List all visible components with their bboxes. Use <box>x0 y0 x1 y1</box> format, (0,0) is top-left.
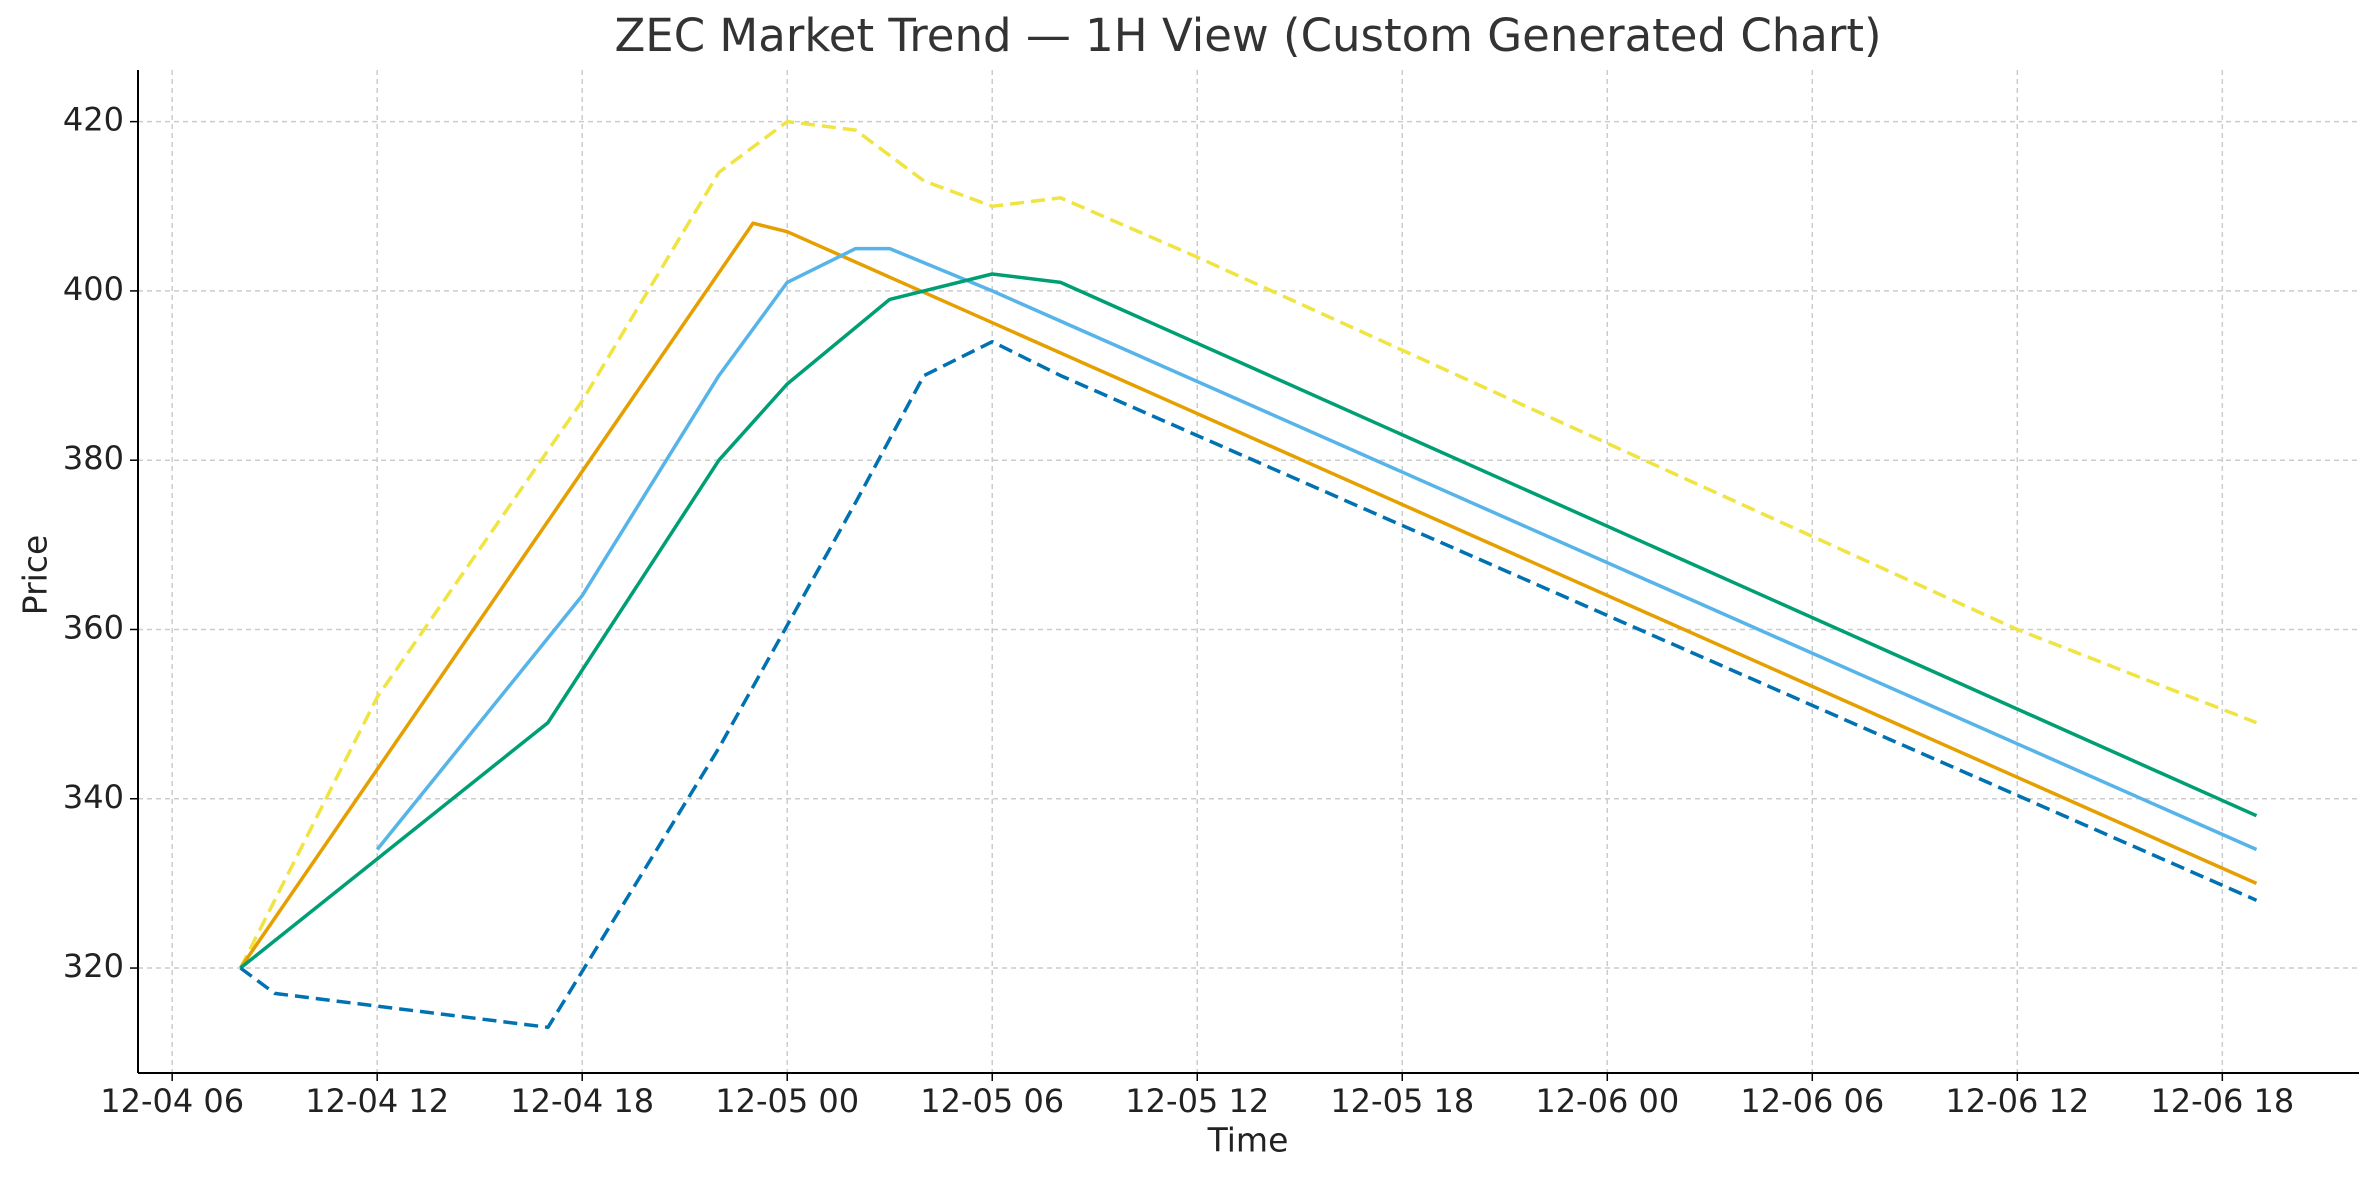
x-axis-label: Time <box>1207 1121 1289 1160</box>
y-tick-label: 360 <box>63 608 124 646</box>
x-tick-label: 12-06 00 <box>1535 1082 1679 1120</box>
x-tick-label: 12-06 12 <box>1945 1082 2089 1120</box>
lines <box>238 119 2258 1030</box>
series-line <box>239 221 2258 969</box>
x-tick-label: 12-04 06 <box>100 1082 244 1120</box>
y-tick-label: 380 <box>63 439 124 477</box>
axes: 320 340 360 380 400 420 12-04 06 12-04 12 12-04 … <box>63 70 2359 1120</box>
x-tick-label: 12-06 06 <box>1740 1082 1884 1120</box>
x-tick-label: 12-06 18 <box>2150 1082 2294 1120</box>
y-tick-label: 420 <box>63 101 124 139</box>
x-tick-label: 12-05 06 <box>920 1082 1064 1120</box>
x-tick-label: 12-04 12 <box>305 1082 449 1120</box>
x-tick-label: 12-04 18 <box>510 1082 654 1120</box>
y-tick-label: 320 <box>63 947 124 985</box>
grid <box>138 70 2359 1073</box>
x-tick-label: 12-05 12 <box>1125 1082 1269 1120</box>
y-tick-label: 400 <box>63 270 124 308</box>
series-line <box>238 119 2258 969</box>
x-tick-label: 12-05 00 <box>715 1082 859 1120</box>
y-tick-label: 340 <box>63 778 124 816</box>
chart-title: ZEC Market Trend — 1H View (Custom Gener… <box>614 9 1881 62</box>
x-tick-label: 12-05 18 <box>1330 1082 1474 1120</box>
y-axis-label: Price <box>16 535 55 616</box>
series-line <box>239 272 2258 970</box>
series-line <box>239 339 2258 1030</box>
series-line <box>375 246 2258 852</box>
